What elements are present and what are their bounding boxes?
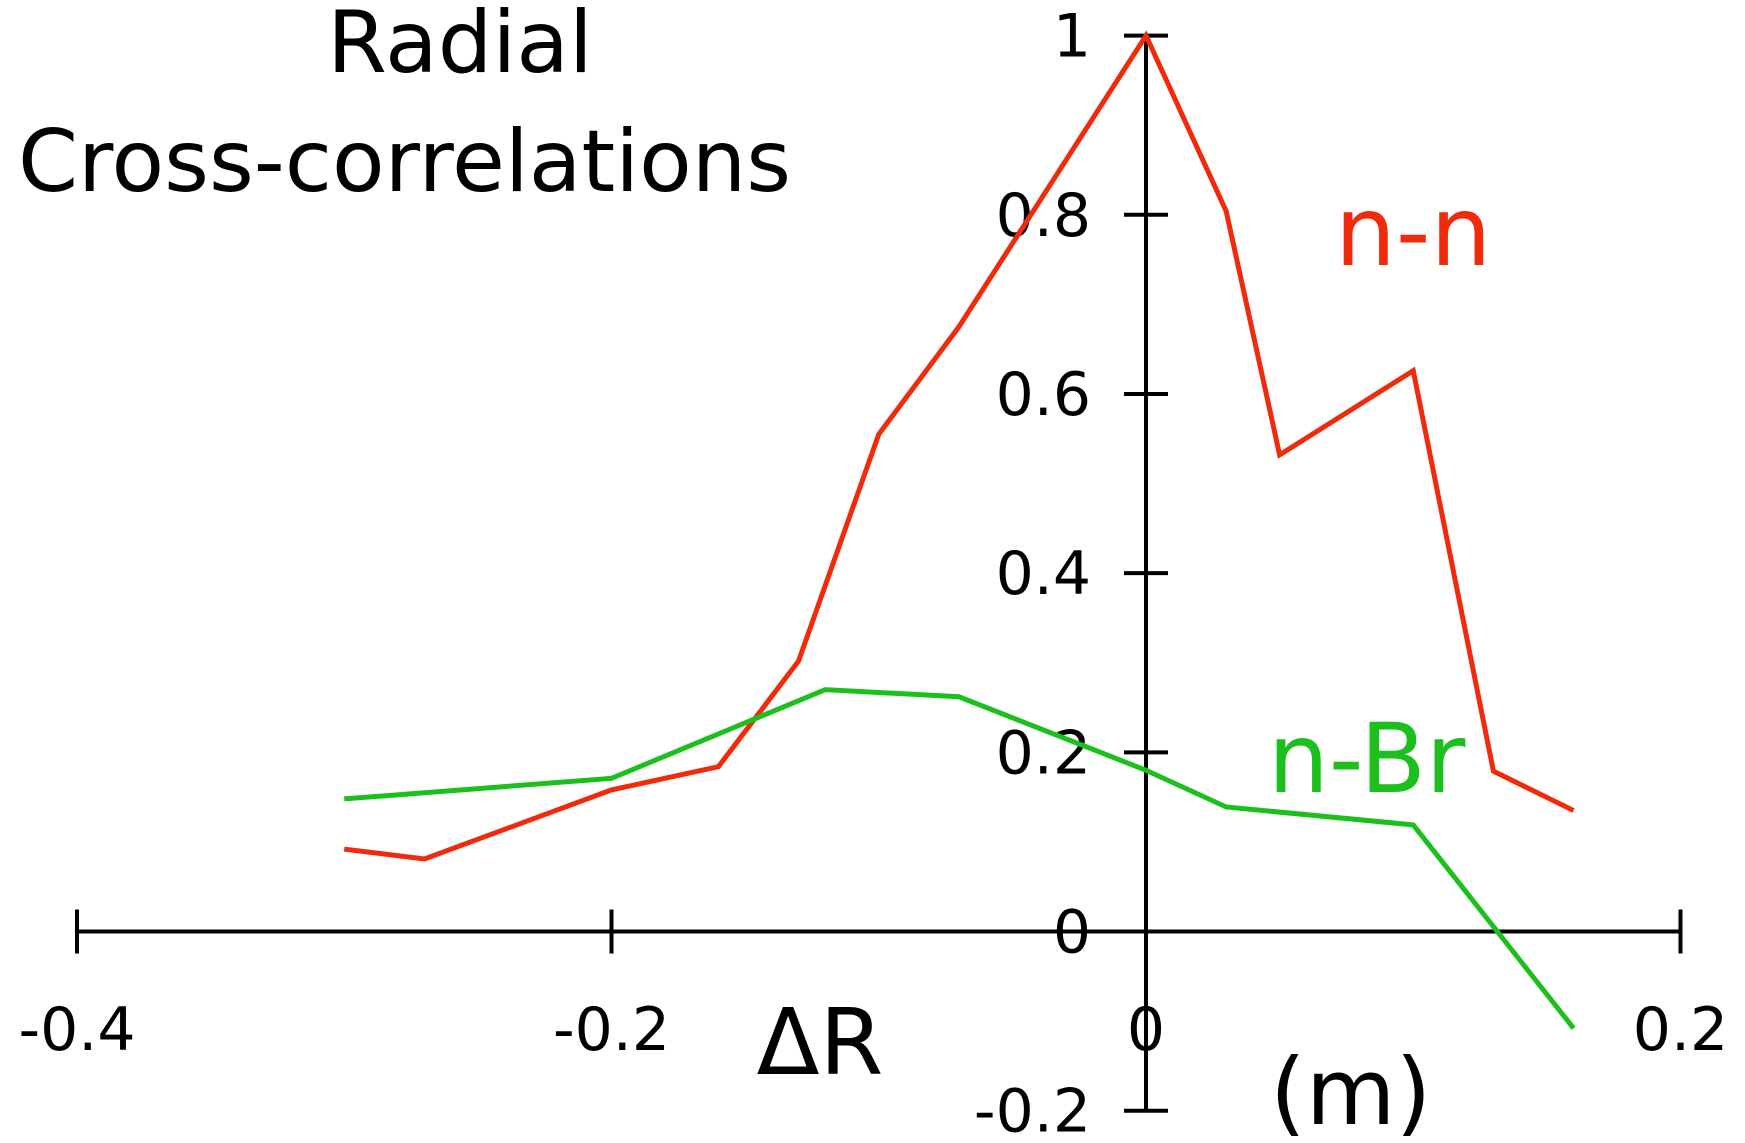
x-tick-label: 0 (1127, 995, 1165, 1065)
x-tick-label: -0.4 (18, 995, 135, 1065)
x-tick-label: 0.2 (1633, 995, 1728, 1065)
x-axis-unit: (m) (1270, 1039, 1431, 1143)
x-tick-label: -0.2 (553, 995, 670, 1065)
y-tick-label: 0 (1053, 898, 1091, 968)
chart-title: Radial (327, 0, 593, 93)
series-line (343, 30, 1575, 862)
series-line (344, 687, 1576, 1030)
y-tick-label: 0.6 (996, 360, 1091, 430)
chart-title: Cross-correlations (18, 112, 791, 212)
y-tick-label: 1 (1053, 2, 1091, 72)
x-axis-label: ΔR (757, 989, 884, 1096)
series-label: n-n (1335, 176, 1491, 288)
y-tick-label: 0.4 (996, 539, 1091, 609)
series-label: n-Br (1268, 703, 1466, 815)
y-tick-label: -0.2 (974, 1077, 1091, 1143)
